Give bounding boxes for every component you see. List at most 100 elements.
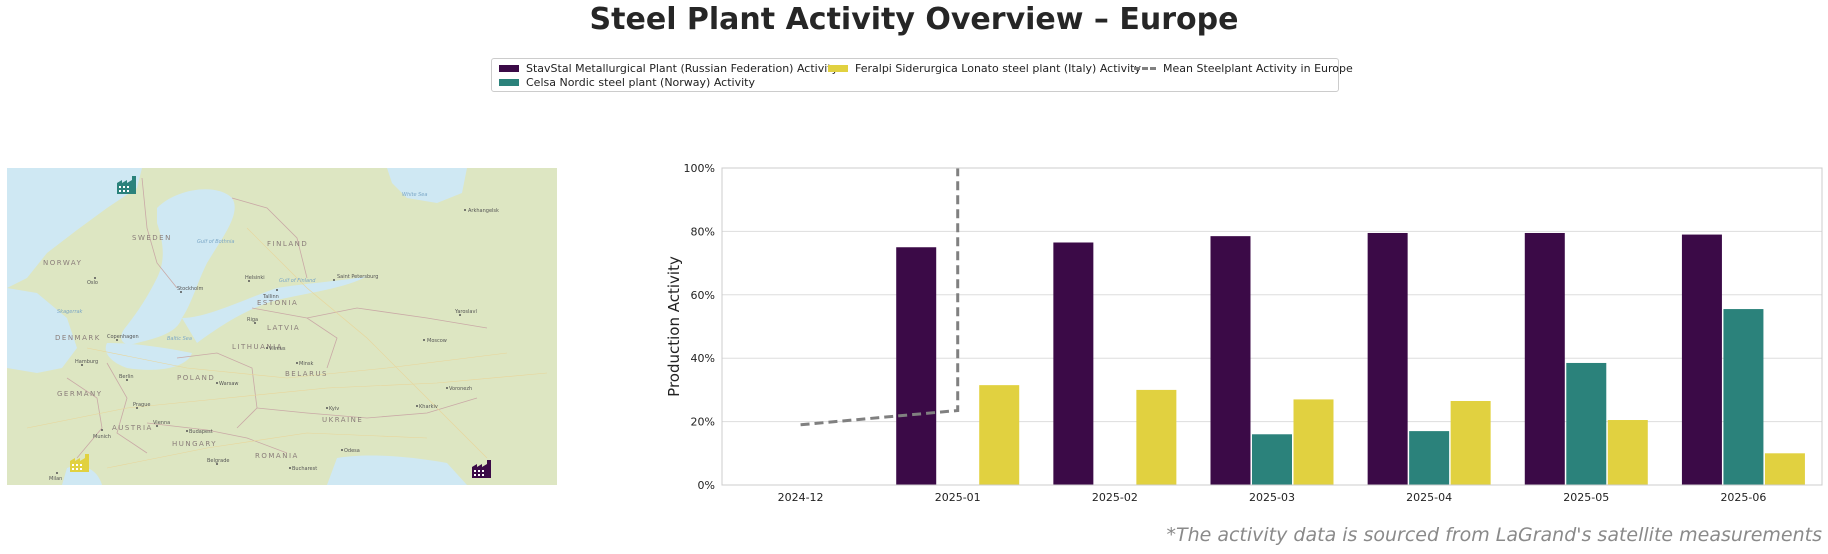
footnote: *The activity data is sourced from LaGra… — [1166, 524, 1822, 546]
map-country-label: AUSTRIA — [112, 424, 153, 432]
map-country-label: POLAND — [177, 374, 215, 382]
x-tick-label: 2025-05 — [1563, 491, 1609, 504]
map-city-label: Copenhagen — [107, 334, 139, 340]
bar-celsa — [1723, 309, 1764, 485]
legend-label-feralpi: Feralpi Siderurgica Lonato steel plant (… — [855, 62, 1141, 75]
factory-icon — [70, 454, 89, 472]
legend-item-feralpi: Feralpi Siderurgica Lonato steel plant (… — [828, 62, 1141, 75]
legend-item-mean: Mean Steelplant Activity in Europe — [1134, 62, 1353, 75]
map-country-label: ESTONIA — [257, 299, 298, 307]
bar-feralpi — [1136, 389, 1177, 485]
map-sea-label: Baltic Sea — [167, 336, 192, 342]
bar-stavstal — [896, 247, 937, 485]
y-axis-label: Production Activity — [665, 256, 683, 397]
legend-item-stavstal: StavStal Metallurgical Plant (Russian Fe… — [499, 62, 838, 75]
map-sea-label: White Sea — [402, 192, 427, 198]
bar-stavstal — [1681, 234, 1722, 485]
chart-bars — [896, 232, 1805, 485]
y-tick-label: 40% — [691, 352, 715, 365]
y-tick-label: 100% — [684, 162, 715, 175]
map-country-label: ROMANIA — [255, 452, 299, 460]
map-city-label: Kharkiv — [419, 404, 438, 410]
map-city-label: Vilnius — [269, 346, 286, 352]
map-city-label: Bucharest — [292, 466, 317, 472]
map-city-label: Saint Petersburg — [337, 274, 378, 280]
y-tick-label: 80% — [691, 225, 715, 238]
map-marker-stavstal-russia[interactable] — [472, 460, 491, 478]
legend-label-stavstal: StavStal Metallurgical Plant (Russian Fe… — [526, 62, 839, 75]
map-marker-feralpi-italy[interactable] — [70, 454, 89, 472]
legend-swatch-mean — [1134, 67, 1156, 70]
map-city-label: Prague — [133, 402, 150, 408]
map-city-label: Arkhangelsk — [468, 208, 499, 214]
bar-celsa — [1409, 431, 1450, 485]
y-tick-label: 60% — [691, 289, 715, 302]
legend-swatch-celsa — [499, 79, 519, 86]
europe-map[interactable]: SWEDEN FINLAND NORWAY ESTONIA LATVIA LIT… — [7, 168, 557, 485]
factory-icon — [117, 176, 136, 194]
bar-feralpi — [979, 385, 1020, 485]
map-country-label: NORWAY — [43, 259, 82, 267]
y-tick-label: 0% — [698, 479, 715, 492]
map-canvas: SWEDEN FINLAND NORWAY ESTONIA LATVIA LIT… — [7, 168, 557, 485]
map-city-label: Tallinn — [262, 294, 279, 300]
map-country-label: SWEDEN — [132, 234, 172, 242]
map-city-label: Stockholm — [177, 286, 203, 292]
x-tick-label: 2025-01 — [935, 491, 981, 504]
map-marker-celsa-norway[interactable] — [117, 176, 136, 194]
bar-celsa — [1566, 362, 1607, 485]
chart-axes: 0% 20% 40% 60% 80% 100% 2024-12 2025-01 2025-02 2… — [665, 162, 1823, 504]
bar-stavstal — [1210, 236, 1251, 485]
bar-feralpi — [1764, 453, 1805, 485]
map-city-label: Warsaw — [219, 381, 239, 387]
legend-label-celsa: Celsa Nordic steel plant (Norway) Activi… — [526, 76, 755, 89]
map-city-label: Milan — [49, 476, 62, 482]
bar-feralpi — [1293, 399, 1334, 485]
map-country-label: DENMARK — [55, 334, 101, 342]
bar-stavstal — [1367, 232, 1408, 485]
map-city-label: Kyiv — [329, 406, 339, 412]
map-city-label: Riga — [247, 317, 258, 323]
chart-mean-line — [800, 168, 960, 427]
map-country-label: LATVIA — [267, 324, 300, 332]
bar-feralpi — [1607, 420, 1648, 485]
map-country-label: LITHUANIA — [232, 343, 283, 351]
chart-legend: StavStal Metallurgical Plant (Russian Fe… — [491, 58, 1353, 92]
map-country-label: FINLAND — [267, 240, 308, 248]
mean-activity-line — [800, 168, 960, 427]
x-tick-label: 2025-04 — [1406, 491, 1452, 504]
map-country-label: BELARUS — [285, 370, 328, 378]
map-sea-label: Skagerrak — [57, 309, 84, 315]
map-country-label: UKRAINE — [322, 416, 363, 424]
map-city-label: Yaroslavl — [454, 309, 477, 315]
map-city-label: Oslo — [87, 280, 98, 286]
bar-stavstal — [1524, 232, 1565, 485]
map-country-label: HUNGARY — [172, 440, 217, 448]
map-city-label: Odesa — [344, 448, 360, 454]
map-city-label: Munich — [93, 434, 111, 440]
map-city-label: Vienna — [153, 420, 170, 426]
factory-icon — [472, 460, 491, 478]
x-tick-label: 2024-12 — [778, 491, 824, 504]
map-city-label: Berlin — [119, 374, 134, 380]
map-city-label: Helsinki — [245, 275, 265, 281]
x-tick-label: 2025-03 — [1249, 491, 1295, 504]
x-tick-label: 2025-06 — [1720, 491, 1766, 504]
map-city-label: Hamburg — [75, 359, 98, 365]
map-sea-label: Gulf of Finland — [279, 278, 316, 284]
x-tick-label: 2025-02 — [1092, 491, 1138, 504]
bar-stavstal — [1053, 242, 1094, 485]
bar-feralpi — [1450, 400, 1491, 485]
map-city-label: Minsk — [299, 361, 313, 367]
legend-swatch-feralpi — [828, 65, 848, 72]
map-sea-label: Gulf of Bothnia — [197, 239, 234, 245]
bar-celsa — [1252, 434, 1292, 485]
map-city-label: Moscow — [427, 338, 447, 344]
y-tick-label: 20% — [691, 416, 715, 429]
map-city-label: Belgrade — [207, 458, 229, 464]
legend-label-mean: Mean Steelplant Activity in Europe — [1163, 62, 1353, 75]
legend-item-celsa: Celsa Nordic steel plant (Norway) Activi… — [499, 76, 755, 89]
map-country-label: GERMANY — [57, 390, 103, 398]
map-city-label: Budapest — [189, 429, 213, 435]
